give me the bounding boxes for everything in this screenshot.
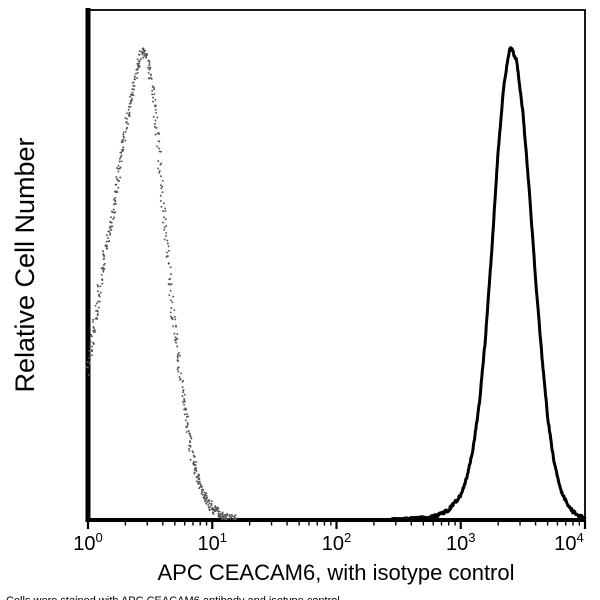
x-tick-label: 102 <box>322 530 351 555</box>
x-tick-label: 104 <box>554 530 583 555</box>
apc-ceacam6-solid-curve <box>390 46 587 521</box>
plot-frame <box>85 8 586 522</box>
x-tick-label: 103 <box>446 530 475 555</box>
histogram-curves <box>85 46 587 521</box>
x-axis-tick-labels: 100 101 102 103 104 <box>73 530 583 555</box>
caption-fragment: Cells were stained with APC CEACAM6 anti… <box>6 595 340 600</box>
x-axis-label: APC CEACAM6, with isotype control <box>157 560 514 585</box>
plot-border <box>87 9 586 521</box>
x-tick-label: 100 <box>73 530 102 555</box>
x-tick-label: 101 <box>198 530 227 555</box>
y-axis-label: Relative Cell Number <box>10 137 40 392</box>
x-axis-ticks <box>86 520 587 529</box>
isotype-control-dotted-curve <box>85 47 237 520</box>
